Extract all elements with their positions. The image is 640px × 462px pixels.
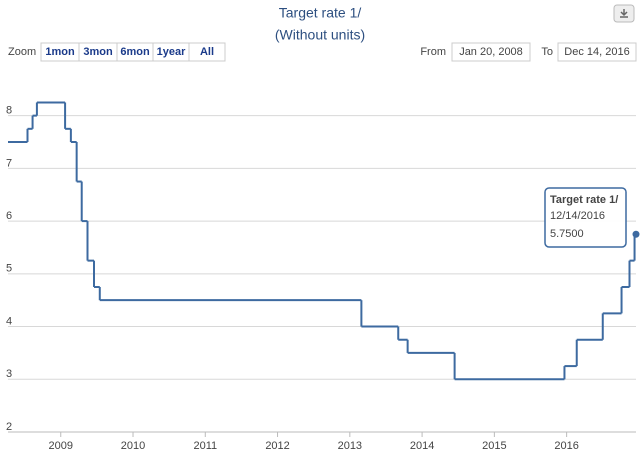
y-tick-label: 5 (6, 263, 12, 275)
tooltip-value: 5.7500 (550, 228, 584, 240)
tooltip (544, 187, 627, 248)
x-tick-label: 2011 (193, 440, 217, 452)
chart-subtitle: (Without units) (275, 27, 365, 43)
x-tick-label: 2015 (482, 440, 506, 452)
y-tick-label: 4 (6, 315, 12, 327)
x-tick-label: 2009 (49, 440, 73, 452)
to-value: Dec 14, 2016 (564, 46, 629, 58)
x-tick-label: 2013 (338, 440, 362, 452)
y-tick-label: 6 (6, 210, 12, 222)
zoom-label: Zoom (8, 46, 36, 58)
zoom-button-label: 1year (157, 46, 186, 58)
tooltip-name: Target rate 1/ (550, 194, 618, 206)
zoom-button-label: 3mon (83, 46, 113, 58)
zoom-button-label: 1mon (45, 46, 75, 58)
zoom-button-label: 6mon (120, 46, 150, 58)
x-tick-label: 2016 (554, 440, 578, 452)
x-tick-label: 2010 (121, 440, 145, 452)
y-tick-label: 2 (6, 421, 12, 433)
x-tick-label: 2014 (410, 440, 434, 452)
from-value: Jan 20, 2008 (459, 46, 523, 58)
to-input[interactable] (557, 42, 637, 62)
y-tick-label: 8 (6, 105, 12, 117)
to-label: To (541, 46, 553, 58)
hover-marker (632, 230, 640, 238)
zoom-button-label: All (200, 46, 214, 58)
tooltip-date: 12/14/2016 (550, 210, 605, 222)
from-input[interactable] (451, 42, 531, 62)
zoom-button[interactable] (188, 42, 226, 62)
from-label: From (420, 46, 446, 58)
x-tick-label: 2012 (265, 440, 289, 452)
y-tick-label: 3 (6, 368, 12, 380)
y-tick-label: 7 (6, 157, 12, 169)
chart-title: Target rate 1/ (279, 5, 362, 21)
download-button[interactable] (613, 4, 635, 23)
